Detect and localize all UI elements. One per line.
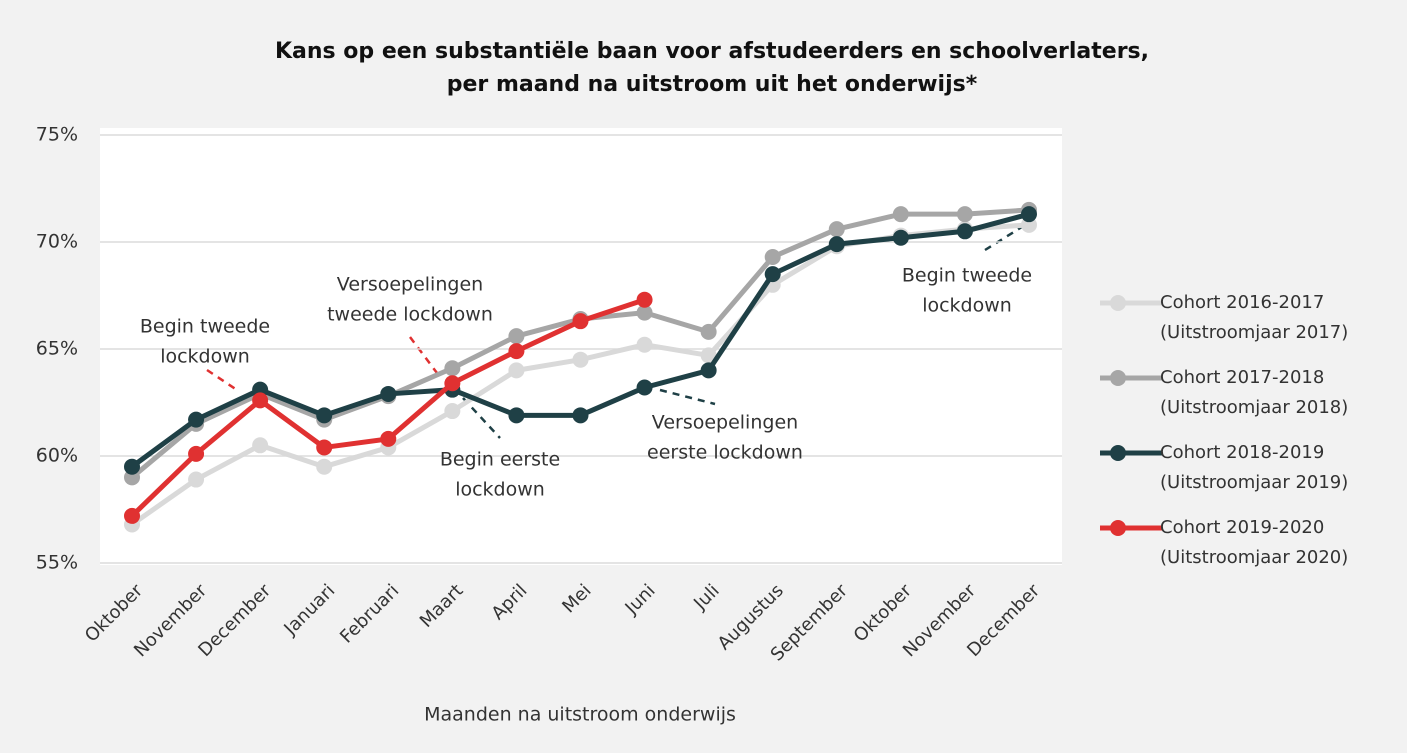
leader bbox=[659, 388, 716, 406]
point bbox=[636, 291, 653, 308]
legend-marker bbox=[1110, 520, 1126, 536]
point bbox=[1020, 206, 1037, 223]
point bbox=[828, 221, 845, 238]
leader bbox=[462, 397, 501, 439]
point bbox=[828, 236, 845, 253]
point bbox=[572, 313, 589, 330]
x-tick-label: Juli bbox=[689, 580, 723, 614]
x-tick-label: Juni bbox=[621, 580, 660, 619]
x-tick-label: Maart bbox=[416, 580, 468, 632]
point bbox=[700, 362, 717, 379]
legend-label: Cohort 2016-2017 (Uitstroomjaar 2017) bbox=[1160, 292, 1349, 343]
legend-label: Cohort 2019-2020 (Uitstroomjaar 2020) bbox=[1160, 517, 1349, 568]
point bbox=[508, 343, 525, 360]
x-tick-label: Mei bbox=[558, 580, 595, 617]
point bbox=[316, 439, 333, 456]
annotation: Begin eerste bbox=[440, 449, 560, 471]
x-axis-title: Maanden na uitstroom onderwijs bbox=[424, 704, 736, 726]
y-tick-label: 60% bbox=[36, 445, 78, 467]
point bbox=[252, 437, 269, 454]
point bbox=[380, 430, 397, 447]
point bbox=[508, 407, 525, 424]
point bbox=[572, 351, 589, 368]
y-tick-label: 65% bbox=[36, 338, 78, 360]
point bbox=[508, 362, 525, 379]
point bbox=[124, 507, 140, 524]
point bbox=[764, 266, 781, 283]
point bbox=[764, 248, 781, 265]
leader bbox=[206, 368, 238, 392]
point bbox=[956, 223, 973, 240]
x-tick-label: Oktober bbox=[81, 580, 148, 647]
legend-marker bbox=[1110, 370, 1126, 386]
point bbox=[252, 392, 269, 409]
chart-title: Kans op een substantiële baan voor afstu… bbox=[275, 39, 1149, 64]
x-tick-label: Januari bbox=[279, 580, 339, 640]
point bbox=[444, 403, 461, 420]
annotation: Versoepelingen bbox=[652, 412, 798, 434]
y-tick-label: 55% bbox=[36, 552, 78, 574]
annotation: lockdown bbox=[160, 346, 250, 368]
point bbox=[700, 347, 717, 364]
point bbox=[892, 229, 909, 246]
leader bbox=[409, 336, 441, 378]
legend-label: Cohort 2018-2019 (Uitstroomjaar 2019) bbox=[1160, 442, 1349, 493]
x-tick-label: Februari bbox=[336, 580, 403, 647]
point bbox=[188, 411, 205, 428]
point bbox=[636, 336, 653, 353]
chart-title: per maand na uitstroom uit het onderwijs… bbox=[447, 72, 978, 97]
point bbox=[188, 471, 205, 488]
annotation-leaders bbox=[206, 223, 1026, 439]
point bbox=[508, 328, 525, 345]
annotation: Versoepelingen bbox=[337, 274, 483, 296]
point bbox=[700, 323, 717, 340]
annotation: lockdown bbox=[922, 295, 1012, 317]
point bbox=[572, 407, 589, 424]
leader bbox=[984, 223, 1026, 252]
legend-label: Cohort 2017-2018 (Uitstroomjaar 2018) bbox=[1160, 367, 1349, 418]
y-tick-label: 70% bbox=[36, 231, 78, 253]
point bbox=[188, 445, 205, 462]
point bbox=[444, 360, 461, 377]
point bbox=[124, 458, 140, 475]
point bbox=[380, 385, 397, 402]
annotation: Begin tweede bbox=[902, 265, 1032, 287]
x-tick-label: Oktober bbox=[850, 580, 917, 647]
point bbox=[316, 458, 333, 475]
y-tick-label: 75% bbox=[36, 124, 78, 146]
legend-marker bbox=[1110, 295, 1126, 311]
point bbox=[636, 379, 653, 396]
annotation: tweede lockdown bbox=[327, 304, 493, 326]
grid bbox=[100, 134, 1062, 564]
annotation: lockdown bbox=[455, 479, 545, 501]
x-tick-label: April bbox=[488, 580, 532, 624]
annotation: eerste lockdown bbox=[647, 442, 803, 464]
point bbox=[316, 407, 333, 424]
annotation: Begin tweede bbox=[140, 316, 270, 338]
point bbox=[956, 206, 973, 223]
plot-area bbox=[100, 128, 1062, 565]
point bbox=[636, 304, 653, 321]
legend-marker bbox=[1110, 445, 1126, 461]
point bbox=[444, 375, 461, 392]
point bbox=[892, 206, 909, 223]
